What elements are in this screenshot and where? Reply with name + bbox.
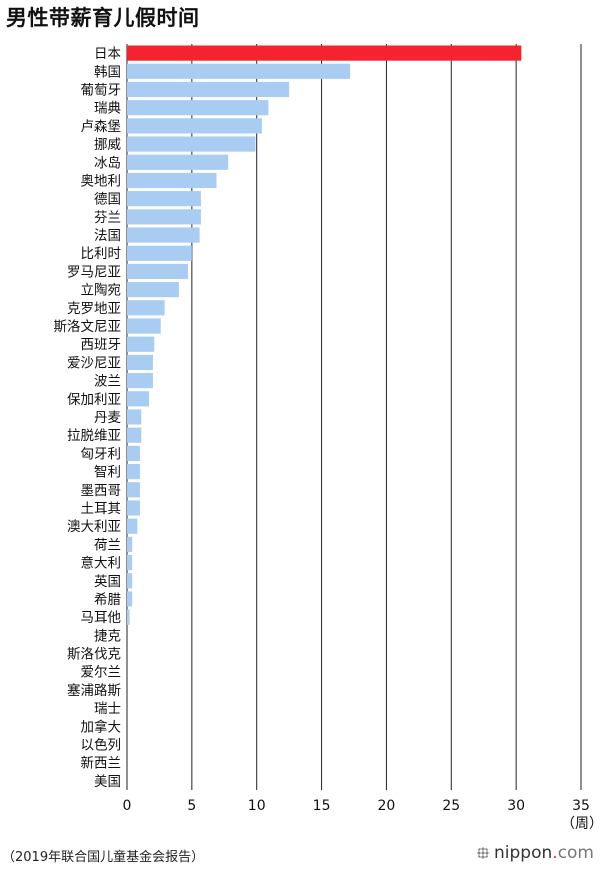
bar-7 (127, 172, 217, 189)
bars (127, 45, 522, 625)
category-label-4: 卢森堡 (81, 119, 122, 135)
bar-12 (127, 263, 188, 280)
category-label-12: 罗马尼亚 (67, 264, 121, 280)
category-label-30: 希腊 (94, 592, 121, 608)
category-label-29: 英国 (94, 573, 121, 590)
x-tick-label-5: 5 (187, 798, 196, 814)
bar-30 (127, 591, 133, 607)
category-label-6: 冰岛 (94, 155, 121, 171)
brand-logo[interactable]: nippon. com (476, 843, 594, 863)
bar-18 (127, 373, 153, 389)
bar-22 (127, 445, 140, 461)
category-label-2: 葡萄牙 (81, 82, 122, 98)
category-label-0: 日本 (94, 46, 121, 62)
bar-10 (127, 227, 200, 243)
bar-29 (127, 573, 133, 589)
bar-9 (127, 209, 201, 225)
bar-17 (127, 354, 153, 371)
category-label-32: 捷克 (94, 628, 121, 644)
category-label-36: 瑞士 (94, 701, 121, 717)
bar-1 (127, 63, 351, 79)
x-tick-label-0: 0 (123, 798, 132, 814)
bar-3 (127, 100, 269, 116)
x-tick-label-20: 20 (378, 798, 396, 814)
bar-chart: 日本韩国葡萄牙瑞典卢森堡挪威冰岛奥地利德国芬兰法国比利时罗马尼亚立陶宛克罗地亚斯… (54, 44, 600, 832)
category-label-38: 以色列 (81, 737, 122, 754)
bar-16 (127, 336, 155, 352)
category-label-34: 爱尔兰 (81, 665, 122, 681)
bar-25 (127, 500, 140, 516)
bar-20 (127, 409, 142, 425)
bar-2 (127, 81, 290, 98)
source-note: （2019年联合国儿童基金会报告） (2, 850, 205, 865)
category-label-22: 匈牙利 (81, 446, 122, 462)
category-label-1: 韩国 (94, 64, 121, 80)
category-label-14: 克罗地亚 (67, 301, 121, 317)
brand-tld: com (557, 843, 594, 863)
category-label-25: 土耳其 (81, 501, 122, 517)
x-tick-label-10: 10 (248, 798, 266, 814)
category-label-31: 马耳他 (81, 610, 122, 626)
category-label-33: 斯洛伐克 (67, 647, 121, 663)
bar-6 (127, 154, 229, 170)
bar-14 (127, 300, 165, 316)
bar-5 (127, 136, 256, 152)
category-label-35: 塞浦路斯 (67, 682, 121, 699)
bar-31 (127, 609, 130, 625)
nippon-logo-icon (476, 846, 490, 860)
x-tick-label-35: 35 (572, 798, 590, 814)
category-label-27: 荷兰 (94, 537, 121, 553)
category-label-37: 加拿大 (81, 718, 122, 735)
bar-4 (127, 118, 262, 134)
category-label-11: 比利时 (81, 246, 122, 262)
category-labels: 日本韩国葡萄牙瑞典卢森堡挪威冰岛奥地利德国芬兰法国比利时罗马尼亚立陶宛克罗地亚斯… (54, 46, 122, 790)
bar-26 (127, 518, 138, 534)
category-label-23: 智利 (94, 465, 121, 481)
category-label-20: 丹麦 (94, 410, 121, 426)
bar-11 (127, 245, 192, 261)
bar-23 (127, 463, 140, 480)
bar-27 (127, 536, 133, 552)
category-label-7: 奥地利 (81, 172, 122, 189)
category-label-21: 拉脱维亚 (67, 428, 121, 444)
bar-28 (127, 554, 133, 571)
x-tick-label-25: 25 (442, 798, 460, 814)
category-label-3: 瑞典 (94, 101, 121, 117)
brand-name: nippon (494, 843, 553, 863)
category-label-39: 新西兰 (81, 756, 122, 772)
category-label-15: 斯洛文尼亚 (54, 319, 122, 335)
category-label-19: 保加利亚 (67, 392, 121, 408)
category-label-26: 澳大利亚 (67, 519, 121, 535)
x-tick-label-30: 30 (507, 798, 525, 814)
category-label-24: 墨西哥 (81, 483, 122, 499)
category-label-8: 德国 (94, 192, 121, 208)
x-tick-labels: 0 5 10 15 20 25 30 35 (123, 798, 590, 814)
brand-dot: . (552, 843, 558, 863)
category-label-5: 挪威 (94, 137, 121, 153)
category-label-28: 意大利 (81, 555, 122, 572)
category-label-10: 法国 (94, 228, 121, 244)
chart-title: 男性带薪育儿假时间 (6, 6, 200, 30)
category-label-40: 美国 (94, 774, 121, 790)
bar-19 (127, 391, 150, 407)
bar-8 (127, 191, 201, 207)
bar-15 (127, 318, 161, 334)
bar-21 (127, 427, 142, 443)
category-label-13: 立陶宛 (81, 283, 122, 299)
bar-24 (127, 482, 140, 498)
bar-13 (127, 282, 179, 298)
bar-0 (127, 45, 522, 61)
category-label-18: 波兰 (94, 374, 121, 390)
x-tick-label-15: 15 (313, 798, 331, 814)
category-label-17: 爱沙尼亚 (67, 355, 121, 371)
category-label-9: 芬兰 (94, 210, 121, 226)
x-axis-unit-label: （周） (561, 816, 600, 832)
category-label-16: 西班牙 (81, 337, 122, 353)
